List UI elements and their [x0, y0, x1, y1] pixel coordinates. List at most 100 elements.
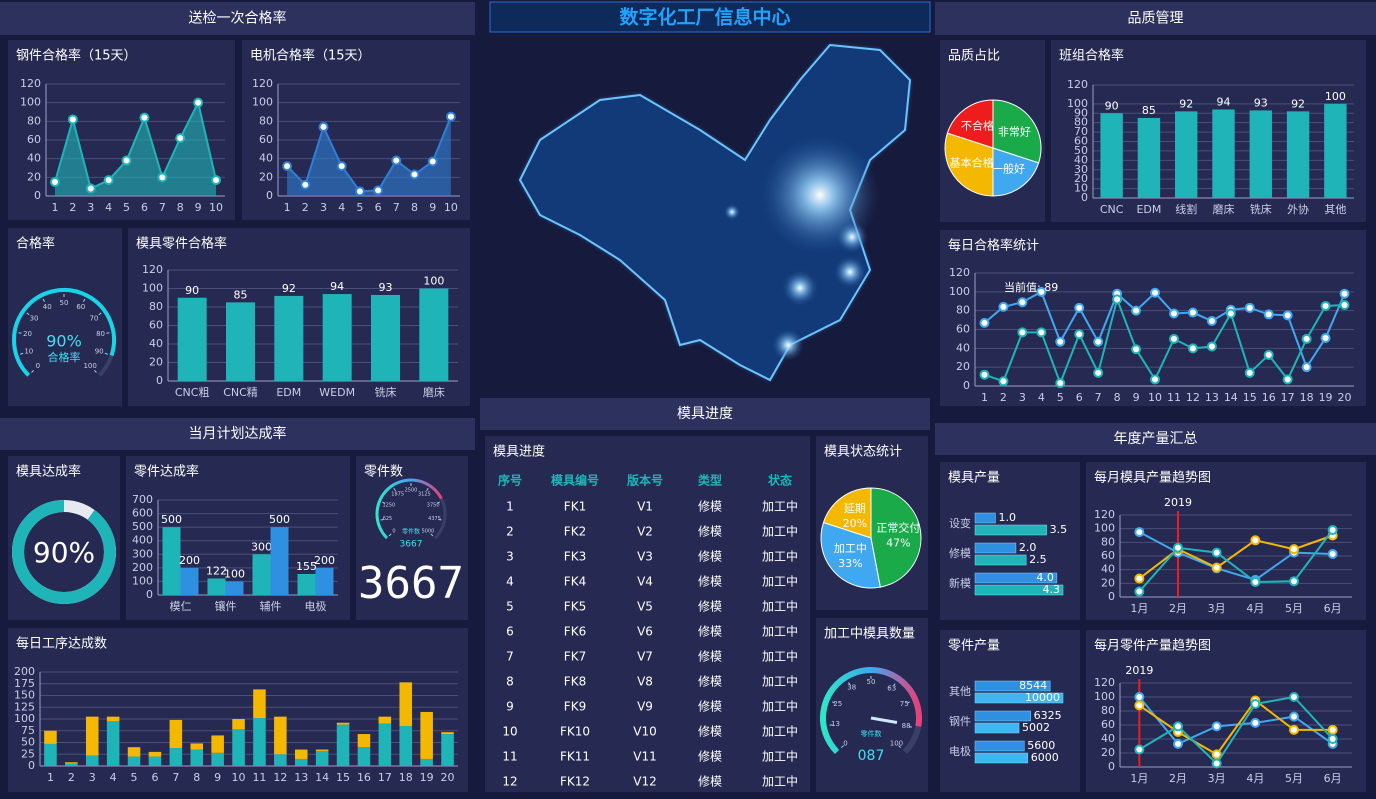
point: [1150, 374, 1161, 385]
series-line: [984, 296, 1345, 386]
gauge-tick: [42, 298, 45, 302]
section-header: [480, 398, 930, 430]
panel-title: 零件产量: [948, 639, 1000, 654]
bar: [253, 718, 266, 766]
annotation-label: 2019: [1164, 496, 1192, 509]
y-tick-label: 150: [14, 689, 35, 702]
area-fill: [54, 102, 217, 196]
table-cell: 加工中: [762, 549, 798, 564]
x-tick-label: 9: [429, 201, 436, 214]
data-label: 8544: [1019, 679, 1047, 692]
bar: [270, 527, 289, 595]
point: [1187, 343, 1198, 354]
panel-title: 电机合格率（15天）: [250, 48, 371, 64]
x-tick-label: 7: [393, 201, 400, 214]
bar: [274, 295, 304, 381]
x-tick-label: 外协: [1287, 202, 1309, 216]
point: [282, 161, 293, 172]
pie-label: 延期: [844, 502, 866, 515]
point: [1301, 362, 1312, 373]
table-cell: FK9: [564, 700, 586, 714]
y-tick-label: 400: [132, 534, 153, 547]
bar: [315, 750, 329, 766]
data-label: 93: [379, 281, 393, 294]
y-tick-label: 300: [132, 547, 153, 560]
panel-title: 模具进度: [493, 444, 545, 460]
panel-title: 模具零件合格率: [136, 236, 227, 252]
gauge-tick-label: 50: [60, 299, 69, 307]
bar: [336, 724, 350, 766]
x-tick-label: CNC精: [223, 386, 258, 399]
point: [1211, 758, 1222, 769]
table-cell: 2: [506, 525, 514, 539]
x-tick-label: 9: [1133, 391, 1140, 404]
y-tick-label: 60: [1074, 135, 1088, 148]
table-cell: 修模: [698, 624, 722, 639]
panel-title: 班组合格率: [1059, 48, 1124, 64]
section-title: 年度产量汇总: [1114, 431, 1198, 447]
x-tick-label: EDM: [1136, 203, 1161, 216]
point: [1093, 336, 1104, 347]
category-label: 电极: [949, 744, 971, 758]
gauge-tick-label: 3750: [427, 502, 440, 508]
x-tick-label: 4: [105, 201, 112, 214]
pie-label: 基本合格: [950, 156, 994, 170]
data-label: 4.3: [1043, 583, 1061, 596]
page-title: 数字化工厂信息中心: [619, 6, 790, 29]
x-tick-label: 3: [1019, 391, 1026, 404]
point: [103, 175, 114, 186]
x-tick-label: 6: [375, 201, 382, 214]
point: [1134, 586, 1145, 597]
table-cell: 12: [502, 775, 517, 789]
point: [1036, 286, 1047, 297]
y-tick-label: 80: [956, 304, 970, 317]
gauge-tick: [94, 370, 97, 373]
table-header: 模具编号: [551, 473, 599, 488]
y-tick-label: 60: [149, 319, 163, 332]
bar: [371, 294, 400, 381]
x-tick-label: 3: [320, 201, 327, 214]
table-cell: 修模: [698, 724, 722, 739]
map-hotspot: [836, 221, 868, 253]
panel-title: 每月零件产量趋势图: [1094, 638, 1211, 654]
section-title: 送检一次合格率: [189, 10, 287, 27]
point: [1263, 349, 1274, 360]
data-label: 122: [206, 564, 227, 577]
donut-label: 90%: [33, 536, 95, 569]
gauge-value: [375, 478, 443, 540]
y-tick-label: 100: [132, 574, 153, 587]
x-tick-label: 11: [252, 771, 266, 784]
y-tick-label: 200: [14, 665, 35, 678]
point: [1093, 367, 1104, 378]
gauge-tick-label: 100: [83, 362, 96, 370]
point: [1339, 300, 1350, 311]
table-cell: V12: [633, 775, 656, 789]
point: [1244, 367, 1255, 378]
table-cell: 加工中: [762, 499, 798, 514]
point: [1134, 692, 1145, 702]
gauge-tick-label: 63: [887, 685, 896, 693]
bar: [1249, 110, 1272, 198]
series-line: [1138, 529, 1334, 593]
table-cell: 修模: [698, 524, 722, 539]
point: [1289, 724, 1299, 735]
table-cell: 修模: [698, 774, 722, 789]
point: [1327, 724, 1338, 735]
panel: [8, 628, 468, 792]
bar: [399, 682, 413, 727]
gauge-tick: [829, 724, 833, 726]
data-label: 85: [234, 288, 248, 301]
x-tick-label: 2月: [1169, 772, 1187, 785]
gauge-tick-label: 3125: [418, 492, 431, 498]
table-cell: 3: [506, 550, 514, 564]
bar: [1286, 111, 1310, 198]
bar: [169, 719, 183, 749]
bar: [322, 294, 352, 381]
x-tick-label: 1: [51, 201, 58, 214]
bar: [297, 573, 316, 595]
table-cell: FK5: [564, 600, 586, 614]
section-header: [935, 2, 1376, 35]
data-label: 90: [185, 284, 199, 297]
panel: [940, 462, 1080, 620]
